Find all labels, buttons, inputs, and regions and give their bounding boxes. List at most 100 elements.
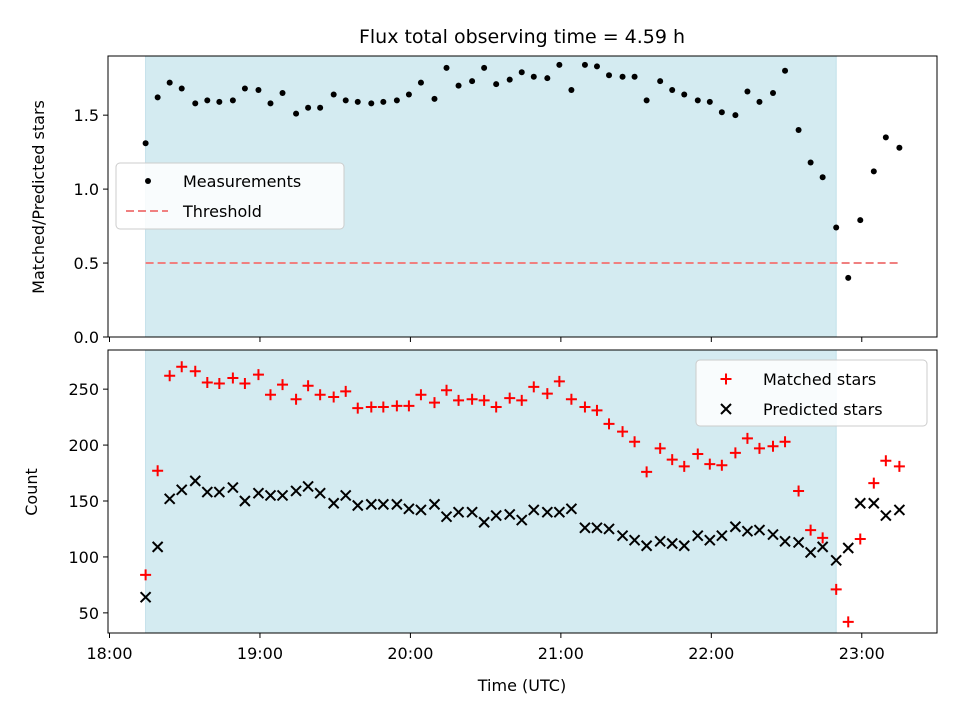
measurement-point [518, 69, 525, 76]
measurement-point [305, 104, 312, 111]
measurement-point [694, 97, 701, 104]
matched-stars-point [340, 385, 352, 397]
predicted-stars-point [804, 546, 817, 559]
measurement-point [417, 79, 424, 86]
top-panel: 0.0 0.5 1.0 1.5 Measurements Threshold [74, 55, 938, 347]
matched-stars-point [176, 361, 188, 373]
matched-stars-point [641, 466, 653, 478]
predicted-stars-point [139, 591, 152, 603]
predicted-stars-point [880, 509, 892, 522]
predicted-stars-point [767, 528, 779, 541]
predicted-stars-point [868, 497, 880, 509]
measurement-point [279, 89, 286, 96]
measurement-point [354, 98, 361, 105]
y-tick-label: 250 [68, 380, 99, 399]
matched-stars-point [842, 616, 854, 628]
matched-stars-point [227, 372, 239, 384]
measurement-point [166, 79, 173, 86]
predicted-stars-point [466, 506, 478, 518]
matched-stars-point [893, 460, 905, 472]
matched-stars-point [603, 418, 615, 430]
measurement-point [241, 85, 248, 92]
legend-label-measurements: Measurements [183, 172, 301, 191]
measurement-point [342, 97, 349, 104]
predicted-stars-point [352, 499, 364, 512]
predicted-stars-point [704, 534, 716, 546]
y-tick-label: 0.5 [74, 254, 99, 273]
measurement-point [556, 61, 563, 68]
measurement-point [142, 140, 149, 147]
matched-stars-point [729, 447, 741, 459]
matched-stars-point [741, 432, 753, 444]
matched-stars-point [591, 404, 603, 416]
measurement-point [544, 75, 551, 82]
legend-box [115, 162, 345, 230]
predicted-stars-point [478, 516, 490, 528]
predicted-stars-point [201, 486, 214, 498]
matched-stars-point [239, 378, 251, 390]
predicted-stars-point [792, 536, 805, 549]
predicted-stars-point [516, 514, 528, 526]
matched-stars-point [504, 392, 516, 404]
y-tick-label: 50 [79, 604, 99, 623]
measurement-point [330, 91, 337, 98]
predicted-stars-point [365, 498, 378, 511]
predicted-stars-point [415, 504, 427, 516]
predicted-stars-point [151, 541, 164, 553]
matched-stars-point [767, 440, 779, 452]
matched-stars-point [793, 485, 805, 497]
predicted-stars-point [541, 506, 554, 518]
matched-stars-point [553, 375, 565, 387]
measurement-point [795, 126, 802, 133]
predicted-stars-point [654, 535, 666, 547]
predicted-stars-point [716, 529, 728, 542]
axes-frame [107, 349, 938, 634]
x-tick-label: 20:00 [387, 644, 433, 663]
matched-stars-point [189, 365, 201, 377]
matched-stars-point [753, 442, 765, 454]
matched-stars-point [579, 401, 591, 413]
matched-stars-point [377, 401, 389, 413]
measurement-point [782, 67, 789, 74]
matched-stars-point [302, 380, 314, 392]
matched-stars-point [779, 436, 791, 448]
predicted-stars-point [753, 524, 766, 536]
measurement-point [192, 100, 199, 107]
predicted-stars-point [816, 541, 829, 553]
matched-stars-point [152, 465, 164, 477]
predicted-stars-point [616, 529, 629, 542]
bottom-y-axis-label: Count [22, 468, 41, 516]
matched-stars-point [868, 477, 880, 489]
measurement-point [393, 97, 400, 104]
matched-stars-point [453, 394, 465, 406]
predicted-stars-point [163, 493, 176, 505]
legend-label-matched: Matched stars [763, 370, 876, 389]
matched-stars-point [201, 376, 213, 388]
predicted-stars-point [842, 542, 854, 554]
measurement-point [756, 98, 763, 105]
matched-stars-point [692, 448, 704, 460]
predicted-stars-point [603, 523, 615, 535]
predicted-stars-point [377, 498, 390, 511]
y-tick-label: 1.0 [74, 180, 99, 199]
y-tick-label: 0.0 [74, 328, 99, 347]
measurement-point [481, 64, 488, 71]
predicted-stars-point [227, 481, 239, 494]
measurement-point [857, 217, 864, 224]
matched-stars-point [352, 402, 364, 414]
matched-stars-point [415, 389, 427, 401]
matched-stars-point [466, 393, 478, 405]
matched-stars-point [678, 460, 690, 472]
predicted-stars-point [830, 554, 842, 566]
predicted-stars-point [290, 485, 302, 497]
matched-stars-point [629, 436, 641, 448]
predicted-stars-point [553, 506, 566, 518]
predicted-stars-point [893, 504, 906, 516]
matched-stars-point [478, 394, 490, 406]
x-axis-label: Time (UTC) [477, 676, 566, 695]
bottom-panel: 50 100 150 200 250 18:00 19:00 20:00 21:00 22:00 2… [68, 349, 938, 663]
predicted-stars-point [678, 540, 690, 552]
predicted-stars-point [452, 506, 465, 518]
x-tick-label: 19:00 [237, 644, 283, 663]
